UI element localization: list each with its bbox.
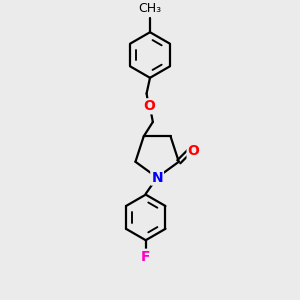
- Text: F: F: [141, 250, 151, 264]
- Text: N: N: [151, 170, 163, 184]
- Text: O: O: [143, 99, 155, 113]
- Text: O: O: [188, 144, 200, 158]
- Text: CH₃: CH₃: [138, 2, 162, 15]
